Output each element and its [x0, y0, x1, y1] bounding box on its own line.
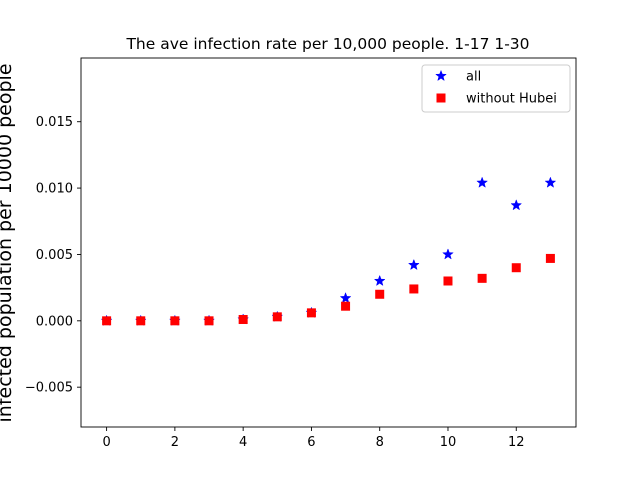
series-all-point — [407, 258, 420, 271]
legend-entry-label: without Hubei — [466, 92, 557, 107]
legend-box — [421, 64, 571, 113]
y-tick-label: 0.010 — [36, 182, 73, 197]
x-tick-label: 0 — [102, 435, 110, 450]
legend-marker — [436, 93, 446, 103]
y-axis-label: infected population per 10000 people — [0, 63, 16, 422]
plot-area: 0 2 4 6 8 10 12 −0.005 0.000 0.005 0.010 0.015 all wi… — [25, 57, 577, 450]
series-all-point — [373, 274, 386, 287]
series-without-hubei-point — [170, 316, 180, 326]
series-without-hubei-point — [204, 316, 214, 326]
legend-marker — [435, 69, 447, 82]
series-without-hubei-point — [272, 312, 282, 322]
series-without-hubei-point — [136, 316, 146, 326]
legend-entry-label: all — [466, 70, 481, 85]
series-all-point — [510, 199, 523, 211]
series-without-hubei-point — [102, 316, 112, 326]
y-tick-label: 0.005 — [36, 248, 73, 263]
y-tick-label: 0.015 — [36, 115, 73, 130]
y-tick-label: 0.000 — [36, 314, 73, 329]
series-without-hubei-point — [409, 284, 419, 294]
x-tick-label: 6 — [307, 435, 315, 450]
x-tick-label: 8 — [376, 435, 384, 450]
axes-frame — [80, 57, 577, 428]
series-all-point — [339, 292, 352, 304]
axes-background — [81, 58, 576, 427]
y-tick-label: −0.005 — [25, 381, 73, 396]
x-tick-label: 2 — [171, 435, 179, 450]
x-tick-label: 10 — [440, 435, 457, 450]
series-without-hubei-point — [443, 276, 453, 286]
chart-title: The ave infection rate per 10,000 people… — [125, 35, 529, 53]
series-without-hubei-point — [238, 314, 248, 324]
series-without-hubei-point — [306, 308, 316, 318]
series-without-hubei-point — [477, 273, 487, 283]
x-tick-label: 12 — [508, 435, 525, 450]
series-without-hubei-point — [511, 263, 521, 273]
series-without-hubei-point — [545, 253, 555, 263]
series-all-point — [476, 176, 489, 188]
series-without-hubei-point — [341, 301, 351, 311]
series-all-point — [544, 176, 557, 188]
series-without-hubei-point — [375, 289, 385, 299]
x-tick-label: 4 — [239, 435, 247, 450]
series-all-point — [442, 248, 454, 260]
